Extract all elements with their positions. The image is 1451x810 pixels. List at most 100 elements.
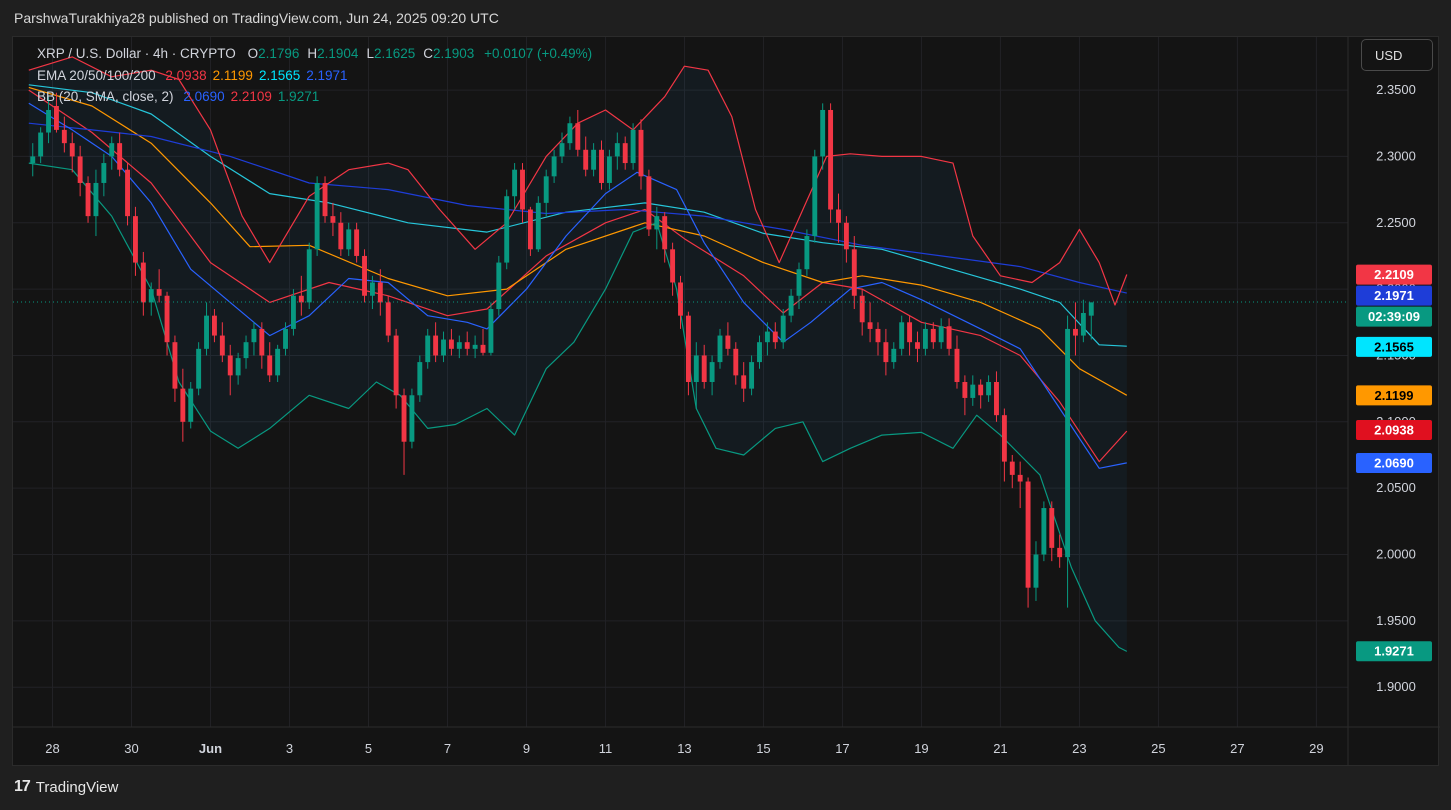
candle-body[interactable]	[109, 143, 115, 157]
candle-body[interactable]	[306, 249, 312, 303]
candle-body[interactable]	[322, 182, 328, 217]
candle-body[interactable]	[338, 222, 344, 250]
candle-body[interactable]	[77, 156, 83, 183]
candle-body[interactable]	[543, 176, 549, 203]
candle-body[interactable]	[559, 143, 565, 157]
candle-body[interactable]	[986, 382, 992, 396]
candle-body[interactable]	[685, 315, 691, 382]
candle-body[interactable]	[369, 282, 375, 296]
candle-body[interactable]	[567, 123, 573, 144]
candle-body[interactable]	[117, 143, 123, 170]
candle-body[interactable]	[456, 342, 462, 349]
candle-body[interactable]	[788, 295, 794, 316]
candle-body[interactable]	[836, 209, 841, 223]
candle-body[interactable]	[780, 315, 786, 343]
candle-body[interactable]	[717, 335, 723, 363]
candle-body[interactable]	[211, 315, 217, 336]
ema-legend[interactable]: EMA 20/50/100/200 2.0938 2.1199 2.1565 2.19…	[37, 68, 348, 83]
candle-body[interactable]	[733, 348, 739, 376]
candle-body[interactable]	[1049, 508, 1055, 548]
candle-body[interactable]	[377, 282, 383, 303]
candle-body[interactable]	[606, 156, 612, 183]
candle-body[interactable]	[188, 388, 194, 422]
candle-body[interactable]	[283, 328, 288, 349]
candle-body[interactable]	[132, 216, 138, 263]
candle-body[interactable]	[464, 342, 470, 349]
candle-body[interactable]	[1009, 461, 1015, 475]
candle-body[interactable]	[1088, 302, 1094, 316]
candle-body[interactable]	[512, 169, 518, 197]
candle-body[interactable]	[433, 335, 439, 356]
candle-body[interactable]	[638, 129, 644, 177]
candle-body[interactable]	[362, 255, 367, 296]
candle-body[interactable]	[551, 156, 557, 177]
candle-body[interactable]	[259, 328, 265, 356]
candle-body[interactable]	[140, 262, 146, 303]
candle-body[interactable]	[290, 295, 296, 329]
candle-body[interactable]	[235, 358, 241, 376]
candle-body[interactable]	[243, 342, 249, 359]
candle-body[interactable]	[867, 322, 873, 329]
candle-body[interactable]	[875, 328, 881, 343]
candle-body[interactable]	[441, 339, 446, 356]
candle-body[interactable]	[1041, 508, 1047, 555]
candle-body[interactable]	[757, 342, 762, 363]
tradingview-logo[interactable]: 17 TradingView	[14, 778, 118, 796]
candle-body[interactable]	[385, 302, 391, 336]
candle-body[interactable]	[575, 123, 581, 150]
candle-body[interactable]	[891, 348, 897, 363]
candle-body[interactable]	[1065, 328, 1071, 558]
candle-body[interactable]	[709, 362, 715, 382]
candle-body[interactable]	[520, 169, 525, 210]
candle-body[interactable]	[227, 355, 233, 376]
candle-body[interactable]	[859, 295, 865, 323]
candle-body[interactable]	[654, 216, 660, 230]
bb-legend[interactable]: BB (20, SMA, close, 2) 2.0690 2.2109 1.927…	[37, 89, 319, 104]
candle-body[interactable]	[1017, 474, 1023, 482]
candle-body[interactable]	[472, 344, 478, 349]
candle-body[interactable]	[725, 335, 731, 349]
candle-body[interactable]	[85, 182, 91, 217]
candle-body[interactable]	[599, 149, 604, 183]
candle-body[interactable]	[764, 331, 770, 343]
candle-body[interactable]	[796, 269, 802, 296]
candle-body[interactable]	[417, 362, 423, 396]
candle-body[interactable]	[156, 289, 162, 296]
candle-body[interactable]	[267, 355, 273, 376]
candle-body[interactable]	[954, 348, 960, 382]
candle-body[interactable]	[970, 384, 976, 398]
candle-body[interactable]	[938, 326, 944, 343]
candle-body[interactable]	[196, 348, 202, 389]
candle-body[interactable]	[946, 326, 952, 349]
candle-body[interactable]	[164, 295, 170, 343]
candle-body[interactable]	[622, 143, 628, 164]
candle-body[interactable]	[741, 375, 747, 389]
candle-body[interactable]	[251, 328, 257, 343]
candle-body[interactable]	[204, 315, 209, 349]
candle-body[interactable]	[851, 249, 857, 296]
candle-body[interactable]	[148, 289, 154, 303]
candle-body[interactable]	[812, 156, 818, 237]
candle-body[interactable]	[53, 106, 59, 130]
candle-body[interactable]	[180, 388, 186, 422]
candle-body[interactable]	[1025, 481, 1031, 588]
candle-body[interactable]	[678, 282, 683, 316]
candle-body[interactable]	[219, 335, 225, 356]
candle-body[interactable]	[527, 209, 533, 250]
candle-body[interactable]	[38, 132, 44, 157]
candle-body[interactable]	[749, 362, 755, 389]
candle-body[interactable]	[883, 342, 889, 363]
candle-body[interactable]	[1001, 415, 1007, 462]
candle-body[interactable]	[504, 196, 510, 263]
candle-body[interactable]	[804, 236, 810, 270]
candle-body[interactable]	[535, 202, 541, 250]
candle-body[interactable]	[30, 156, 36, 164]
candle-body[interactable]	[488, 309, 494, 353]
candle-body[interactable]	[330, 216, 336, 223]
candle-body[interactable]	[820, 109, 826, 157]
candle-body[interactable]	[101, 163, 107, 183]
candle-body[interactable]	[409, 395, 415, 442]
candle-body[interactable]	[425, 335, 431, 363]
candle-body[interactable]	[701, 355, 707, 382]
candle-body[interactable]	[591, 149, 597, 170]
